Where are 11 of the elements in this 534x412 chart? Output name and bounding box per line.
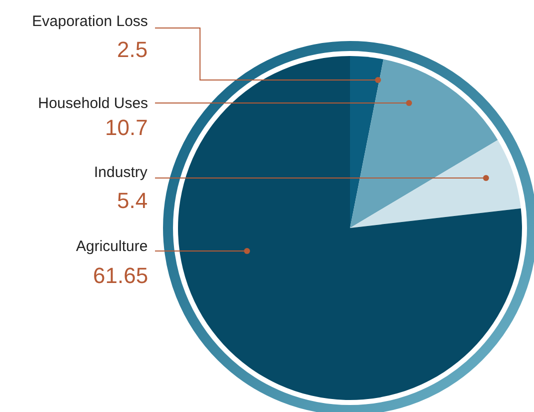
pie-slice <box>350 59 498 228</box>
data-label: 2.5 <box>117 37 148 62</box>
pie-slice <box>350 56 384 228</box>
pie-slice <box>350 140 521 228</box>
data-label: 5.4 <box>117 188 148 213</box>
data-label: 61.65 <box>93 263 148 288</box>
slice-label: Evaporation Loss <box>32 13 148 30</box>
slice-label: Industry <box>94 164 148 181</box>
slice-label: Agriculture <box>76 238 148 255</box>
slice-label: Household Uses <box>38 95 148 112</box>
data-label: 10.7 <box>105 115 148 140</box>
